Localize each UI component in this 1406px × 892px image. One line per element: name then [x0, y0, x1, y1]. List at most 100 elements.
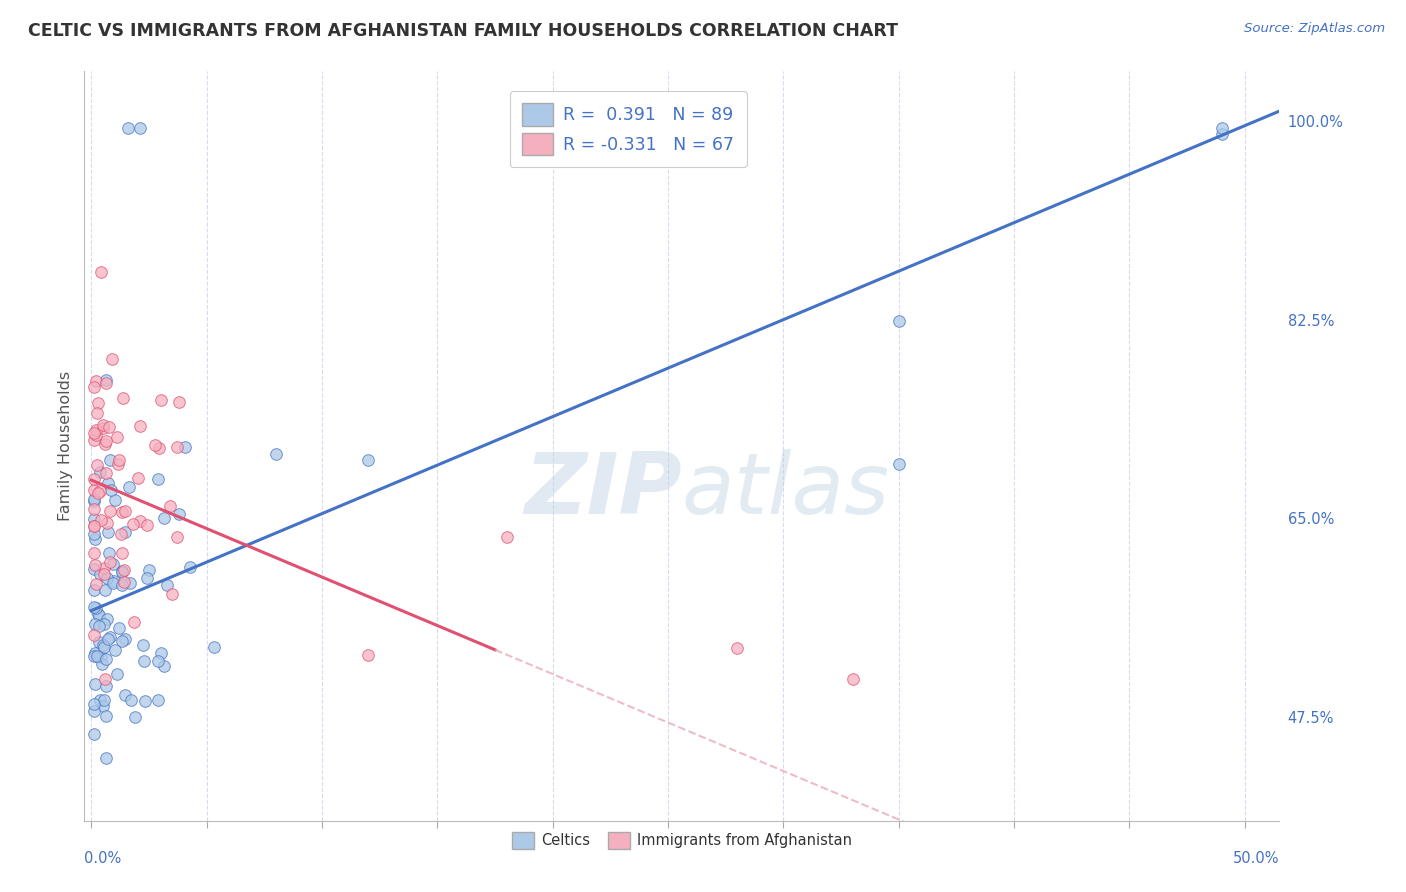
Point [98, 555, 121, 569]
Point [114, 525, 136, 540]
Point [93, 640, 115, 654]
Point [83, 425, 105, 440]
Point [84, 427, 107, 442]
Point [89, 566, 111, 581]
Point [495, 530, 517, 544]
Point [153, 510, 176, 524]
Point [167, 395, 190, 409]
Point [112, 574, 135, 589]
Point [887, 458, 910, 472]
Point [143, 438, 166, 452]
Text: 0.0%: 0.0% [84, 851, 121, 866]
Point [111, 391, 134, 405]
Point [132, 654, 155, 668]
Point [89, 634, 111, 648]
Point [114, 504, 136, 518]
Point [357, 648, 380, 662]
Point [148, 692, 170, 706]
Point [98, 453, 121, 467]
Point [107, 457, 129, 471]
Point [138, 563, 160, 577]
Point [841, 672, 863, 686]
Point [90, 513, 112, 527]
Point [146, 472, 169, 486]
Point [148, 441, 170, 455]
Text: CELTIC VS IMMIGRANTS FROM AFGHANISTAN FAMILY HOUSEHOLDS CORRELATION CHART: CELTIC VS IMMIGRANTS FROM AFGHANISTAN FA… [28, 22, 898, 40]
Point [93, 561, 115, 575]
Point [169, 508, 191, 522]
Point [83, 494, 105, 508]
Point [149, 646, 172, 660]
Point [89, 484, 111, 499]
Point [111, 546, 134, 560]
Text: ZIP: ZIP [524, 450, 682, 533]
Point [83, 583, 105, 598]
Point [93, 566, 115, 581]
Point [86, 485, 108, 500]
Point [98, 420, 121, 434]
Point [122, 517, 145, 532]
Point [94, 679, 117, 693]
Point [105, 430, 128, 444]
Point [114, 689, 136, 703]
Point [887, 314, 910, 328]
Point [97, 475, 120, 490]
Text: Source: ZipAtlas.com: Source: ZipAtlas.com [1244, 22, 1385, 36]
Text: 100.0%: 100.0% [1288, 115, 1344, 130]
Point [129, 514, 152, 528]
Text: 82.5%: 82.5% [1288, 314, 1334, 328]
Point [108, 453, 131, 467]
Text: 47.5%: 47.5% [1288, 711, 1334, 726]
Y-axis label: Family Households: Family Households [58, 371, 73, 521]
Point [83, 472, 105, 486]
Legend: Celtics, Immigrants from Afghanistan: Celtics, Immigrants from Afghanistan [506, 826, 858, 855]
Point [120, 576, 142, 591]
Point [159, 500, 181, 514]
Point [124, 709, 146, 723]
Point [96, 434, 118, 448]
Point [83, 727, 105, 741]
Point [87, 608, 110, 623]
Point [153, 659, 176, 673]
Point [83, 558, 105, 573]
Point [202, 640, 225, 654]
Point [122, 615, 145, 629]
Point [1211, 127, 1233, 141]
Point [84, 647, 107, 661]
Point [89, 692, 111, 706]
Point [84, 533, 107, 547]
Point [94, 672, 117, 686]
Point [105, 666, 128, 681]
Point [129, 419, 152, 434]
Point [156, 577, 179, 591]
Point [104, 642, 127, 657]
Point [83, 501, 105, 516]
Point [91, 417, 114, 432]
Point [83, 676, 105, 690]
Text: 50.0%: 50.0% [1233, 851, 1279, 866]
Point [83, 434, 105, 448]
Point [114, 632, 136, 646]
Point [84, 374, 107, 388]
Point [100, 504, 122, 518]
Point [110, 527, 132, 541]
Point [103, 574, 125, 588]
Text: atlas: atlas [682, 450, 890, 533]
Point [179, 559, 201, 574]
Point [146, 654, 169, 668]
Point [83, 561, 105, 575]
Point [97, 525, 120, 540]
Point [118, 480, 141, 494]
Point [725, 640, 748, 655]
Text: 65.0%: 65.0% [1288, 512, 1334, 527]
Point [93, 616, 115, 631]
Point [101, 557, 124, 571]
Point [83, 491, 105, 506]
Point [86, 648, 108, 663]
Point [94, 437, 117, 451]
Point [83, 483, 105, 497]
Point [97, 546, 120, 560]
Point [1211, 121, 1233, 136]
Point [90, 650, 112, 665]
Point [84, 577, 107, 591]
